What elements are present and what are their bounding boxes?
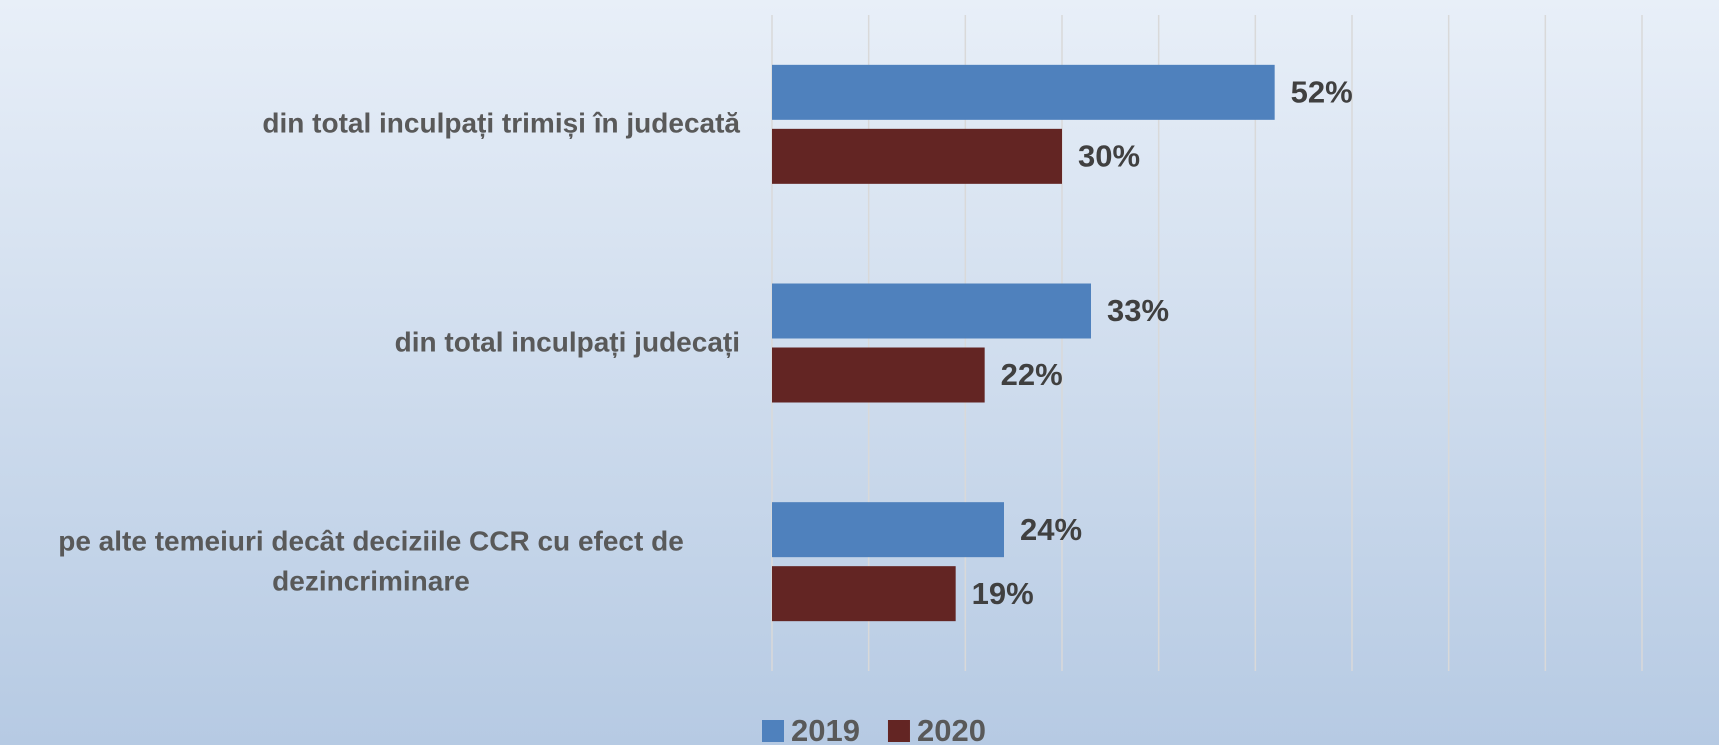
bar [772,283,1091,339]
value-label: 33% [1107,293,1169,328]
category-label: din total inculpați judecați [2,323,740,364]
bar [772,64,1275,120]
category-label: pe alte temeiuri decât deciziile CCR cu … [2,521,740,602]
value-label: 24% [1020,512,1082,547]
value-label: 22% [1001,357,1063,392]
bar [772,502,1004,558]
legend-label: 2019 [791,713,860,745]
bar [772,347,985,403]
value-label: 30% [1078,139,1140,174]
category-text: din total inculpați judecați [394,326,740,358]
category-label: din total inculpați trimiși în judecată [2,104,740,145]
legend-swatch [887,720,910,742]
legend-label: 2020 [917,713,986,745]
category-text: din total inculpați trimiși în judecată [262,108,740,140]
bar [772,566,956,622]
bar [772,128,1062,184]
category-text: pe alte temeiuri decât deciziile CCR cu … [58,525,684,597]
value-label: 52% [1291,75,1353,110]
legend-swatch [762,720,784,742]
value-label: 19% [972,576,1034,611]
